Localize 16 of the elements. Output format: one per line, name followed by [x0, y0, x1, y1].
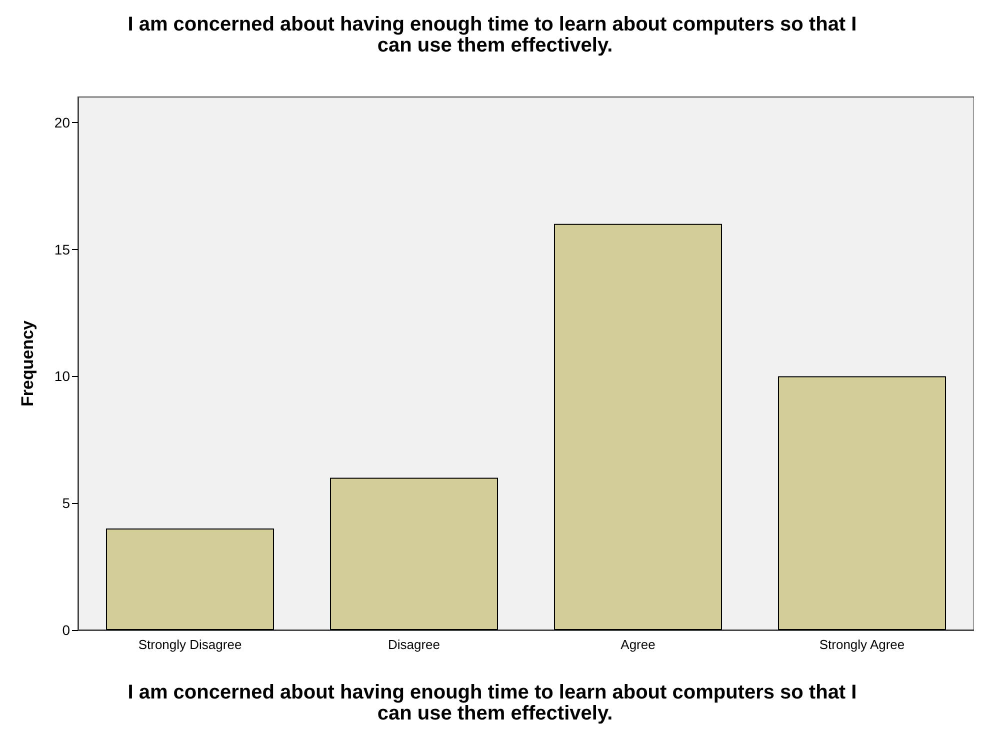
- y-tick-label: 15: [54, 241, 70, 258]
- chart-title: I am concerned about having enough time to learn about computers so that I can use them effectively.: [128, 14, 862, 56]
- y-tick-label: 20: [54, 114, 70, 130]
- bar: [330, 478, 498, 630]
- bar: [106, 528, 274, 630]
- x-tick-label: Strongly Disagree: [138, 637, 242, 652]
- bar: [554, 224, 722, 630]
- x-tick-label: Strongly Agree: [819, 637, 905, 652]
- x-tick-label: Disagree: [388, 637, 440, 652]
- y-tick-label: 0: [62, 622, 70, 638]
- x-tick-label: Agree: [620, 637, 656, 652]
- y-tick-label: 10: [54, 368, 70, 384]
- x-axis-title: I am concerned about having enough time to learn about computers so that I can use them effectively.: [128, 682, 862, 724]
- y-tick-label: 5: [62, 495, 70, 512]
- bar: [778, 376, 946, 630]
- y-axis-title: Frequency: [18, 320, 37, 406]
